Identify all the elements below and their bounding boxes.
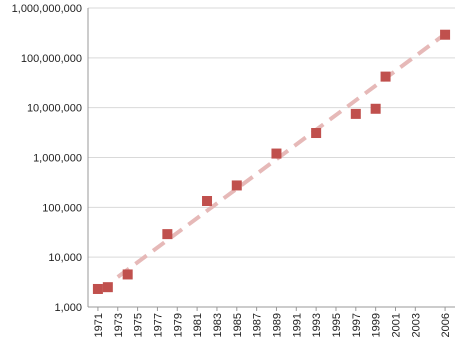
marker [202, 195, 213, 206]
x-tick-label: 1975 [133, 313, 145, 337]
marker [440, 29, 451, 40]
x-tick-label: 1995 [331, 313, 343, 337]
y-tick-label: 10,000 [48, 252, 82, 264]
y-tick-label: 100,000 [42, 202, 82, 214]
x-tick-label: 1997 [351, 313, 363, 337]
marker [92, 283, 103, 294]
marker [271, 148, 282, 159]
y-tick-label: 1,000,000,000 [12, 3, 82, 15]
x-tick-label: 1985 [232, 313, 244, 337]
x-tick-label: 2006 [440, 313, 452, 337]
marker [162, 229, 173, 240]
x-tick-label: 1999 [371, 313, 383, 337]
marker [122, 269, 133, 280]
marker [370, 103, 381, 114]
marker [350, 108, 361, 119]
marker [380, 71, 391, 82]
marker [311, 128, 322, 139]
x-tick-label: 1987 [252, 313, 264, 337]
x-tick-label: 1973 [113, 313, 125, 337]
y-tick-label: 10,000,000 [27, 103, 82, 115]
marker [231, 180, 242, 191]
x-tick-label: 1989 [271, 313, 283, 337]
x-tick-label: 1979 [172, 313, 184, 337]
x-tick-label: 1977 [152, 313, 164, 337]
y-tick-label: 1,000,000 [33, 153, 82, 165]
y-tick-label: 100,000,000 [21, 53, 82, 65]
x-tick-label: 1981 [192, 313, 204, 337]
x-tick-label: 2003 [410, 313, 422, 337]
x-tick-label: 1983 [212, 313, 224, 337]
x-tick-label: 1971 [93, 313, 105, 337]
x-tick-label: 1991 [291, 313, 303, 337]
x-tick-label: 1993 [311, 313, 323, 337]
y-tick-label: 1,000 [54, 302, 82, 314]
x-tick-label: 2001 [390, 313, 402, 337]
marker [102, 282, 113, 293]
